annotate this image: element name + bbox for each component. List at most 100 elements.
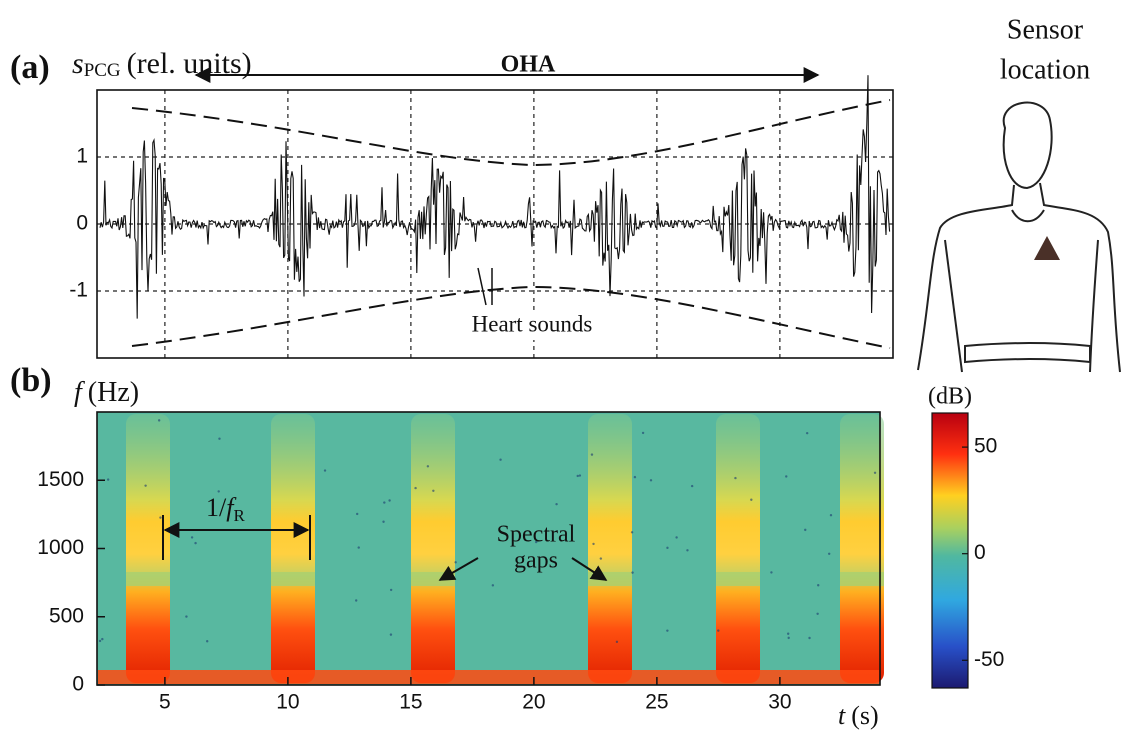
- y-tick-label: 0: [76, 212, 88, 235]
- spectrogram-bg: [97, 412, 880, 685]
- speckle: [686, 549, 689, 552]
- speckle: [432, 489, 435, 492]
- sensor-title: Sensor: [1007, 14, 1084, 45]
- speckle: [734, 476, 737, 480]
- speckle: [649, 479, 653, 482]
- pointer: [477, 267, 487, 306]
- colorbar-tick-label: 50: [974, 435, 997, 458]
- speckle: [599, 557, 603, 560]
- colorbar: [931, 412, 969, 689]
- speckle: [454, 561, 457, 564]
- x-axis-label: t (s): [838, 701, 879, 730]
- speckle: [217, 490, 220, 493]
- speckle: [641, 431, 645, 435]
- pointer: [438, 557, 479, 581]
- annotation: Heart sounds: [472, 311, 593, 336]
- speckle: [382, 520, 385, 523]
- x-tick-label: 10: [276, 691, 299, 714]
- speckle: [389, 633, 393, 636]
- spectral-gap: [716, 572, 760, 586]
- speckle: [829, 514, 833, 517]
- y-tick-label: 1000: [37, 536, 84, 559]
- speckle: [675, 536, 678, 539]
- x-tick-label: 30: [768, 691, 791, 714]
- y-tick-label: -1: [69, 279, 88, 302]
- speckle: [357, 546, 360, 549]
- speckle: [666, 629, 669, 632]
- panel-title: OHA: [501, 52, 556, 78]
- speckle: [590, 453, 594, 456]
- annotation: Spectral: [497, 522, 576, 548]
- period-label: 1/fR: [206, 493, 245, 525]
- speckle: [185, 615, 188, 618]
- y-tick-label: 0: [72, 673, 84, 696]
- x-tick-label: 15: [399, 691, 422, 714]
- speckle: [190, 536, 194, 539]
- speckle: [144, 484, 147, 487]
- speckle: [633, 475, 637, 479]
- sensor-marker: [1034, 236, 1060, 260]
- speckle: [534, 540, 538, 544]
- pointer: [571, 557, 608, 581]
- speckle: [666, 546, 669, 550]
- x-tick-label: 5: [159, 691, 171, 714]
- speckle: [816, 612, 819, 615]
- x-tick-label: 25: [645, 691, 668, 714]
- speckle: [770, 571, 773, 574]
- panel-label: (b): [10, 362, 52, 399]
- speckle: [106, 478, 110, 481]
- label-bg: [448, 310, 618, 340]
- speckle: [786, 632, 790, 635]
- speckle: [388, 499, 391, 502]
- speckle: [787, 636, 790, 640]
- spectral-gap: [840, 572, 884, 586]
- speckle: [690, 484, 694, 488]
- speckle: [578, 474, 582, 477]
- speckle: [630, 531, 634, 534]
- speckle: [817, 584, 820, 587]
- pcg-waveform: [99, 75, 891, 319]
- spectral-burst: [840, 414, 884, 683]
- speckle: [576, 474, 579, 478]
- spectral-gap: [588, 572, 632, 586]
- speckle: [355, 599, 358, 602]
- spectral-burst: [271, 414, 315, 683]
- colorbar-label: (dB): [928, 384, 972, 410]
- speckle: [804, 528, 807, 532]
- x-tick-label: 20: [522, 691, 545, 714]
- envelope: [131, 99, 891, 167]
- panel-label: (a): [10, 49, 50, 86]
- speckle: [157, 419, 161, 422]
- speckle: [717, 629, 720, 632]
- speckle: [827, 552, 831, 555]
- y-tick-label: 500: [49, 604, 84, 627]
- colorbar-tick-label: -50: [974, 648, 1004, 671]
- speckle: [499, 458, 502, 461]
- speckle: [805, 431, 809, 435]
- speckle: [383, 501, 386, 504]
- spectral-gap: [271, 572, 315, 586]
- speckle: [750, 498, 753, 501]
- body-sketch: [917, 101, 1121, 373]
- spectral-burst: [126, 414, 170, 683]
- speckle: [323, 469, 327, 472]
- speckle: [98, 639, 102, 643]
- speckle: [159, 516, 162, 519]
- speckle: [785, 475, 788, 478]
- speckle: [194, 541, 197, 545]
- speckle: [592, 542, 595, 546]
- speckle: [615, 640, 619, 644]
- speckle: [414, 486, 417, 490]
- speckle: [808, 636, 811, 640]
- y-axis-label: f (Hz): [74, 377, 139, 408]
- speckle: [555, 502, 558, 506]
- speckle: [631, 571, 634, 574]
- sensor-title: location: [1000, 54, 1090, 85]
- plot-frame: [96, 411, 881, 686]
- y-tick-label: 1500: [37, 468, 84, 491]
- speckle: [426, 465, 430, 468]
- speckle: [206, 640, 209, 643]
- low-band: [98, 670, 879, 684]
- plot-frame: [96, 89, 894, 359]
